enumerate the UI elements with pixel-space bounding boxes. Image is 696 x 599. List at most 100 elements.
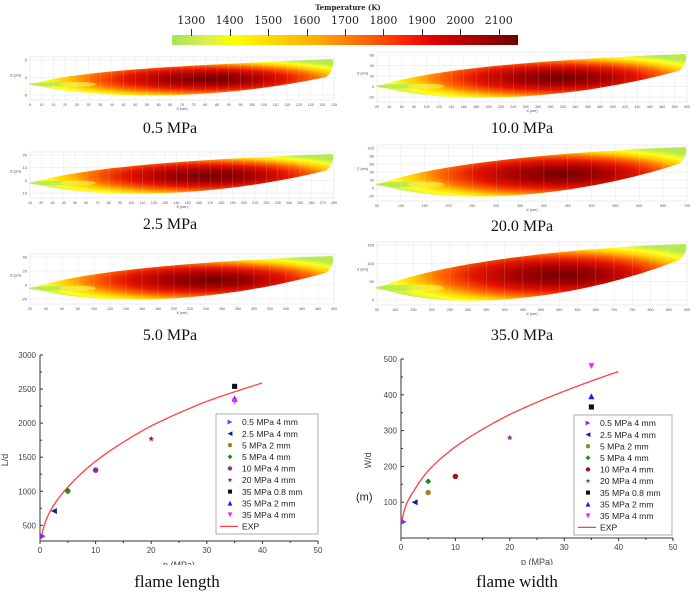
flame-x-tick: 20 bbox=[39, 201, 43, 205]
flame-x-tick: 230 bbox=[275, 201, 281, 205]
flame-x-tick: 40 bbox=[110, 103, 114, 107]
flame-x-tick: 160 bbox=[461, 105, 467, 109]
flame-x-tick: 110 bbox=[273, 103, 279, 107]
flame-core-transition bbox=[59, 285, 96, 291]
x-tick-label: 20 bbox=[505, 543, 514, 552]
flame-x-tick: 210 bbox=[252, 201, 258, 205]
flame-core-transition bbox=[406, 181, 445, 188]
flame-x-tick: 150 bbox=[410, 308, 416, 312]
flame-y-label: Z (cm) bbox=[10, 274, 22, 278]
flame-x-tick: 400 bbox=[331, 307, 337, 311]
legend-entry: 5 MPa 4 mm bbox=[242, 452, 291, 462]
legend-marker bbox=[227, 443, 233, 448]
legend-entry: 10 MPa 4 mm bbox=[600, 465, 654, 475]
flame-y-tick: 150 bbox=[367, 243, 374, 248]
flame-core-transition bbox=[406, 83, 445, 89]
flame-x-tick: 40 bbox=[62, 201, 66, 205]
flame-y-tick: 20 bbox=[370, 178, 375, 183]
flame-x-tick: 250 bbox=[469, 204, 475, 208]
flame-y-tick: -5 bbox=[23, 93, 27, 98]
flame-y-label: Z (cm) bbox=[357, 72, 369, 76]
flame-contour-plot: 5 10 15 20 25 30 35 40 45 50 55 60 65 70 75 80 85 90 95 100… bbox=[10, 56, 337, 111]
y-tick-label: 2000 bbox=[18, 419, 36, 428]
flame-x-tick: 45 bbox=[122, 103, 126, 107]
flame-y-tick: -20 bbox=[368, 95, 375, 100]
flame-x-label: X (cm) bbox=[176, 205, 188, 209]
y-tick-label: 1500 bbox=[18, 453, 36, 462]
data-point bbox=[92, 467, 99, 473]
legend-marker bbox=[585, 432, 591, 437]
flame-y-tick: 20 bbox=[23, 269, 28, 274]
flame-x-tick: 750 bbox=[629, 308, 635, 312]
flame-y-label: Z (cm) bbox=[357, 167, 369, 171]
legend-entry: 5 MPa 4 mm bbox=[600, 453, 649, 463]
legend-marker bbox=[227, 489, 233, 494]
flame-x-tick: 10 bbox=[28, 201, 32, 205]
flame-x-tick: 360 bbox=[299, 307, 305, 311]
legend-entry: 35 MPa 2 mm bbox=[242, 498, 296, 508]
flame-x-tick: 550 bbox=[612, 204, 618, 208]
flame-temperature-field bbox=[379, 147, 687, 197]
legend-entry: 35 MPa 4 mm bbox=[242, 510, 296, 520]
flame-x-tick: 40 bbox=[387, 105, 391, 109]
y-tick-label: 200 bbox=[384, 462, 398, 471]
legend-marker bbox=[227, 419, 233, 425]
colorbar-tick-mark bbox=[498, 29, 500, 36]
legend-entry: EXP bbox=[600, 523, 617, 533]
colorbar-tick-label: 1900 bbox=[407, 14, 436, 27]
flame-x-tick: 480 bbox=[659, 105, 665, 109]
y-axis-label: L/d bbox=[0, 454, 10, 467]
colorbar-tick-mark bbox=[421, 29, 423, 36]
legend-entry: 35 MPa 4 mm bbox=[600, 511, 654, 521]
flame-x-tick: 260 bbox=[308, 201, 314, 205]
colorbar-title: Temperature (K) bbox=[315, 3, 381, 12]
exp-curve bbox=[40, 382, 263, 540]
colorbar-tick-label: 2100 bbox=[484, 14, 513, 27]
flame-x-tick: 35 bbox=[98, 103, 102, 107]
flame-x-tick: 220 bbox=[498, 105, 504, 109]
flame-x-label: X (cm) bbox=[526, 312, 538, 316]
flame-y-tick: 50 bbox=[370, 279, 375, 284]
flame-x-tick: 120 bbox=[151, 201, 157, 205]
data-point bbox=[64, 487, 71, 494]
x-axis-label: p (MPa) bbox=[521, 557, 553, 565]
flame-y-tick: 80 bbox=[370, 154, 375, 159]
flame-y-tick: 100 bbox=[367, 146, 374, 151]
flame-x-tick: 280 bbox=[235, 307, 241, 311]
flame-x-tick: 180 bbox=[218, 201, 224, 205]
flame-x-tick: 280 bbox=[535, 105, 541, 109]
legend-marker bbox=[585, 513, 591, 519]
colorbar-tick-mark bbox=[191, 29, 193, 36]
data-point bbox=[452, 473, 459, 480]
colorbar-tick-label: 1400 bbox=[215, 14, 244, 27]
colorbar-tick-mark bbox=[460, 29, 462, 36]
colorbar-tick-mark bbox=[268, 29, 270, 36]
pressure-label: 10.0 MPa bbox=[490, 120, 554, 137]
flame-x-tick: 600 bbox=[575, 308, 581, 312]
y-tick-label: 300 bbox=[384, 427, 398, 436]
flame-x-tick: 90 bbox=[227, 103, 231, 107]
flame-x-tick: 800 bbox=[648, 308, 654, 312]
legend-entry: 35 MPa 0.8 mm bbox=[600, 488, 661, 498]
flame-y-tick: -20 bbox=[21, 297, 28, 302]
flame-y-tick: 0 bbox=[372, 84, 375, 89]
x-tick-label: 0 bbox=[399, 543, 404, 552]
colorbar-tick-label: 1800 bbox=[369, 14, 398, 27]
flame-length-caption: flame length bbox=[134, 572, 220, 591]
flame-x-tick: 450 bbox=[520, 308, 526, 312]
y-tick-label: 500 bbox=[23, 521, 37, 530]
y-tick-label: 1000 bbox=[18, 487, 36, 496]
flame-y-label: Z (cm) bbox=[10, 170, 22, 174]
legend-marker bbox=[227, 454, 233, 460]
legend-marker bbox=[585, 467, 591, 472]
legend-marker bbox=[227, 477, 233, 482]
flame-x-tick: 240 bbox=[203, 307, 209, 311]
flame-y-tick: 100 bbox=[367, 261, 374, 266]
legend-marker bbox=[585, 420, 591, 426]
flame-y-tick: 0 bbox=[372, 298, 375, 303]
flame-x-tick: 125 bbox=[308, 103, 314, 107]
flame-x-tick: 50 bbox=[375, 308, 379, 312]
flame-x-tick: 150 bbox=[185, 201, 191, 205]
data-point bbox=[588, 404, 594, 410]
flame-x-tick: 50 bbox=[375, 204, 379, 208]
